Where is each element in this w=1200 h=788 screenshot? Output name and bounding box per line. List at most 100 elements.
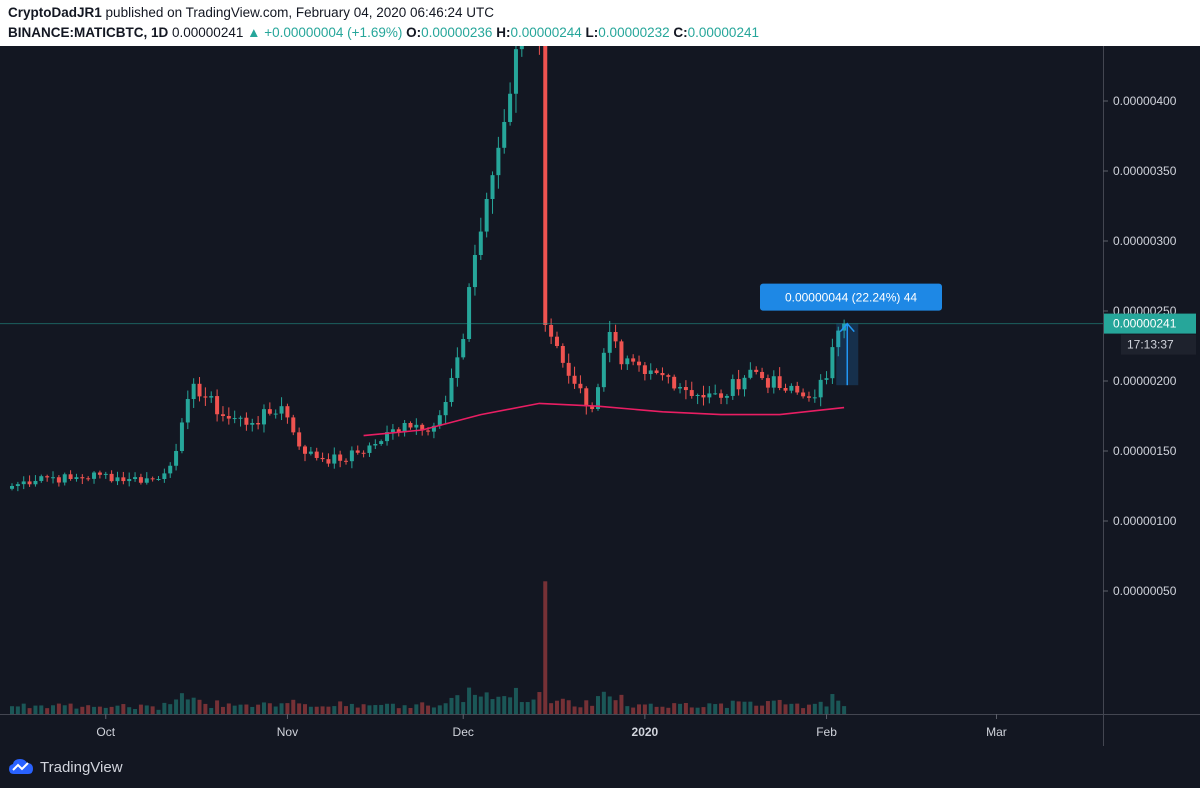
candle-body: [179, 422, 184, 451]
candle-body: [174, 451, 179, 466]
volume-bar: [748, 701, 753, 714]
volume-bar: [361, 704, 366, 714]
candle-body: [103, 473, 108, 475]
candle-body: [760, 371, 765, 379]
volume-bar: [80, 706, 85, 714]
volume-bar: [250, 706, 255, 714]
volume-bar: [68, 703, 73, 714]
candle-body: [484, 199, 489, 232]
volume-bar: [197, 699, 202, 714]
candle-body: [92, 472, 97, 479]
volume-bar: [21, 703, 26, 714]
candle-body: [508, 93, 513, 122]
candle-body: [683, 387, 688, 391]
volume-bar: [760, 705, 765, 714]
candle-body: [613, 332, 618, 342]
volume-bar: [420, 702, 425, 714]
volume-bar: [261, 702, 266, 714]
candle-body: [789, 385, 794, 391]
candle-body: [39, 476, 44, 481]
chart-header: CryptoDadJR1 published on TradingView.co…: [0, 0, 1200, 46]
volume-bar: [209, 707, 214, 714]
candle-body: [27, 481, 32, 485]
candle-body: [62, 474, 67, 483]
volume-bar: [56, 703, 61, 714]
volume-bar: [367, 705, 372, 714]
volume-bar: [133, 709, 138, 714]
volume-bar: [332, 706, 337, 714]
volume-bar: [97, 706, 102, 714]
x-tick-label: Oct: [96, 725, 115, 739]
volume-bar: [238, 704, 243, 714]
volume-bar: [226, 703, 231, 714]
price-change: ▲ +0.00000004 (+1.69%): [247, 25, 403, 40]
chart-area[interactable]: 0.000004500.000004000.000003500.00000300…: [0, 46, 1200, 746]
candle-body: [701, 395, 706, 398]
candle-body: [578, 383, 583, 389]
candle-body: [320, 457, 325, 460]
candle-body: [812, 397, 817, 399]
candle-body: [783, 388, 788, 391]
volume-bar: [502, 696, 507, 714]
volume-bar: [443, 703, 448, 714]
candle-body: [10, 486, 14, 489]
candle-body: [707, 393, 712, 398]
candle-body: [455, 357, 460, 378]
candle-body: [730, 379, 735, 396]
candle-body: [560, 346, 565, 363]
candle-body: [472, 255, 477, 288]
y-tick-label: 0.00000150: [1113, 444, 1177, 458]
symbol-name[interactable]: BINANCE:MATICBTC, 1D: [8, 25, 169, 40]
candle-body: [801, 392, 806, 397]
candle-body: [771, 376, 776, 388]
candle-body: [261, 409, 266, 425]
candle-body: [642, 365, 647, 374]
candle-body: [197, 383, 202, 397]
footer: TradingView: [0, 746, 1200, 788]
volume-bar: [812, 703, 817, 714]
volume-bar: [590, 705, 595, 714]
candle-body: [637, 361, 642, 366]
volume-bar: [619, 694, 624, 714]
volume-bar: [51, 705, 56, 714]
volume-bar: [15, 706, 20, 714]
close-label: C:: [673, 25, 688, 40]
volume-bar: [836, 700, 841, 714]
tradingview-logo[interactable]: TradingView: [8, 758, 123, 776]
measure-arrow-head: [839, 322, 855, 333]
measure-label: 0.00000044 (22.24%) 44: [785, 291, 917, 305]
volume-bar: [92, 706, 97, 714]
volume-bar: [666, 707, 671, 714]
candle-body: [226, 416, 231, 419]
volume-bar: [62, 705, 67, 714]
volume-bar: [297, 703, 302, 714]
candle-body: [373, 444, 378, 446]
candle-body: [619, 341, 624, 365]
candle-body: [349, 450, 354, 462]
candle-body: [144, 478, 149, 483]
volume-bar: [355, 707, 360, 714]
publish-date: published on TradingView.com, February 0…: [105, 5, 495, 20]
volume-bar: [631, 707, 636, 714]
candle-body: [238, 417, 243, 419]
author-name[interactable]: CryptoDadJR1: [8, 5, 102, 20]
candle-body: [314, 451, 319, 458]
candle-body: [51, 477, 56, 479]
candle-body: [549, 325, 554, 337]
volume-bar: [156, 709, 161, 714]
candle-body: [33, 480, 38, 485]
volume-bar: [531, 699, 536, 714]
volume-bar: [806, 704, 811, 714]
volume-bar: [625, 706, 630, 714]
high-label: H:: [496, 25, 511, 40]
price-chart[interactable]: 0.000004500.000004000.000003500.00000300…: [0, 46, 1200, 746]
open-value: 0.00000236: [421, 25, 493, 40]
candle-body: [607, 332, 612, 353]
candle-body: [426, 430, 431, 432]
candle-body: [367, 445, 372, 453]
candle-body: [127, 479, 132, 482]
volume-bar: [672, 703, 677, 714]
volume-bar: [519, 702, 524, 714]
volume-bar: [10, 706, 14, 714]
volume-bar: [613, 700, 618, 714]
